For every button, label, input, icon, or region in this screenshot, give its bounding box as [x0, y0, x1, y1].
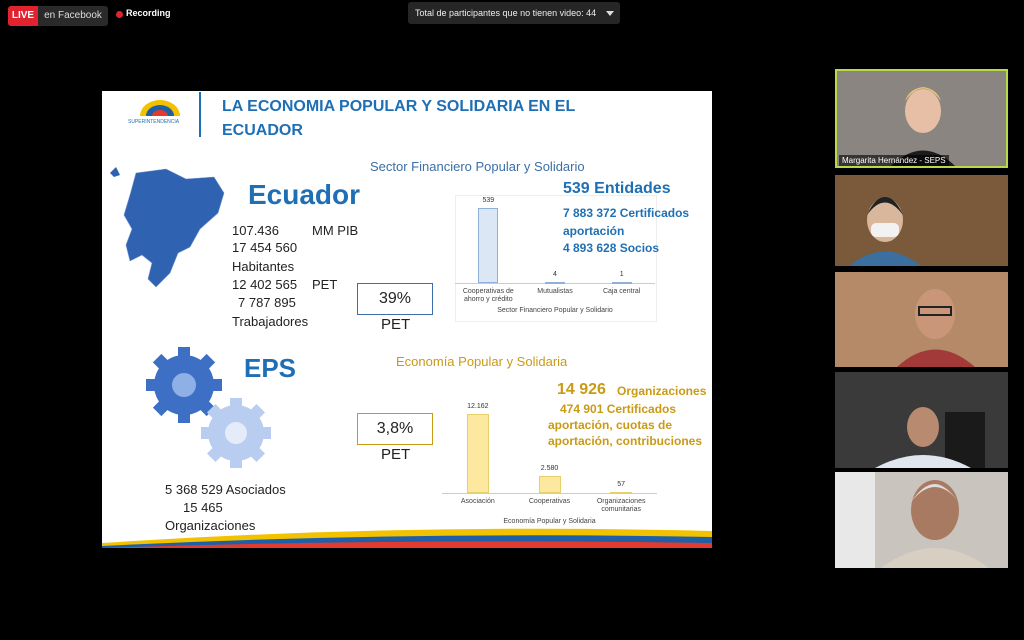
- x-tick-label: Caja central: [602, 288, 641, 295]
- population-label: Habitantes: [232, 259, 295, 274]
- x-tick-label: Organizaciones comunitarias: [596, 498, 646, 513]
- certificates: 7 883 372 Certificados aportación: [563, 206, 690, 238]
- bar: [466, 414, 489, 493]
- speaker-video: [837, 71, 1006, 166]
- pet-box-label: PET: [381, 316, 411, 333]
- ecuador-map: [110, 167, 225, 288]
- title-divider: [199, 92, 201, 137]
- x-tick-label: Cooperativas: [528, 498, 571, 505]
- gears-icon: [146, 347, 271, 468]
- bar: [478, 208, 499, 283]
- slide-title: LA ECONOMIA POPULAR Y SOLIDARIA EN EL EC…: [222, 98, 575, 139]
- bar: [611, 282, 632, 285]
- x-tick-label: Asociación: [460, 498, 495, 505]
- country-label: Ecuador: [248, 179, 361, 210]
- logo: [140, 100, 180, 116]
- data-label: 1: [619, 271, 624, 279]
- participant-video: [835, 272, 1008, 367]
- organizations-count: 15 465: [183, 500, 223, 515]
- dropdown-arrow: [606, 11, 614, 16]
- eps-label: EPS: [244, 353, 297, 383]
- footer-swoosh: [102, 528, 712, 548]
- organizations-label: Organizaciones: [165, 518, 256, 533]
- pet-value: 12 402 565: [232, 277, 298, 292]
- pib-unit: MM PIB: [312, 223, 359, 238]
- population: 17 454 560: [232, 240, 298, 255]
- members: 4 893 628 Socios: [563, 241, 660, 255]
- entities: 539 Entidades: [563, 180, 671, 197]
- workers-label: Trabajadores: [232, 314, 309, 329]
- video-tile[interactable]: [835, 472, 1008, 568]
- associates: 5 368 529 Asociados: [165, 482, 286, 497]
- shared-slide: SUPERINTENDENCIA LA ECONOMIA POPULAR Y S…: [102, 91, 712, 548]
- x-tick-label: Cooperativas de ahorro y crédito: [462, 288, 514, 303]
- participants-dropdown[interactable]: Total de participantes que no tienen vid…: [408, 2, 620, 24]
- pet-box-label: PET: [381, 446, 411, 463]
- bar: [545, 282, 565, 285]
- participant-video: [835, 372, 1008, 468]
- chart-title: Economía Popular y Solidaria: [503, 518, 596, 525]
- video-tile[interactable]: [835, 372, 1008, 468]
- speaker-name: Margarita Hernández - SEPS: [839, 155, 949, 166]
- pib-value: 107.436: [232, 223, 279, 238]
- pet-unit: PET: [312, 277, 338, 292]
- video-tile-speaker[interactable]: Margarita Hernández - SEPS: [835, 69, 1008, 168]
- org-total-number: 14 926: [557, 381, 606, 398]
- participant-video: [835, 175, 1008, 266]
- baseline: [442, 493, 657, 494]
- recording-dot: [116, 11, 123, 18]
- chart-title: Sector Financiero Popular y Solidario: [497, 307, 613, 314]
- eps-chart: 12.162 Asociación 2.580 Cooperativas 57 Organ…: [442, 396, 662, 541]
- bar: [538, 476, 561, 493]
- financial-chart: 539 Cooperativas de ahorro y crédito 4 Mutu…: [455, 195, 655, 320]
- eps-certificates: 474 901 Certificados: [560, 402, 677, 416]
- data-label: 12.162: [467, 403, 489, 410]
- pet-box: 39%: [357, 283, 433, 315]
- org-total-label: Organizaciones: [617, 384, 707, 398]
- data-label: 57: [617, 481, 626, 489]
- video-tile[interactable]: [835, 272, 1008, 367]
- data-label: 539: [482, 197, 495, 204]
- participants-text: Total de participantes que no tienen vid…: [415, 8, 597, 18]
- section-heading: Sector Financiero Popular y Solidario: [370, 159, 585, 174]
- logo-text: SUPERINTENDENCIA: [128, 119, 180, 125]
- live-badge[interactable]: LIVE: [8, 6, 38, 26]
- data-label: 2.580: [540, 465, 559, 473]
- video-tile[interactable]: [835, 175, 1008, 266]
- pet-box: 3,8%: [357, 413, 433, 445]
- workers: 7 787 895: [238, 295, 296, 310]
- participant-video: [835, 472, 1008, 568]
- eps-contributions: aportación, cuotas de aportación, contri…: [548, 418, 703, 448]
- x-tick-label: Mutualistas: [537, 288, 573, 295]
- platform-label[interactable]: en Facebook: [38, 6, 108, 26]
- section-heading: Economía Popular y Solidaria: [396, 354, 568, 369]
- recording-label: Recording: [126, 8, 171, 18]
- data-label: 4: [553, 271, 557, 279]
- chart-frame: [455, 195, 657, 322]
- bar: [610, 492, 633, 495]
